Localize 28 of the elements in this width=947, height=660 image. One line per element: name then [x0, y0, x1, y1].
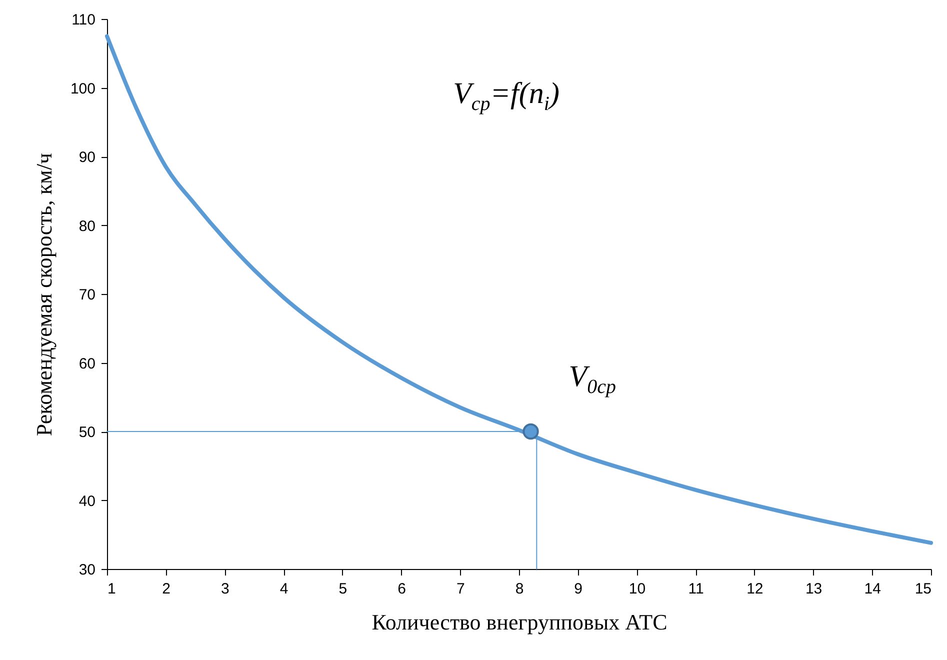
y-tick-label: 110	[72, 12, 96, 28]
y-axis-title: Рекомендуемая скорость, км/ч	[31, 152, 56, 436]
x-tick-label: 14	[864, 580, 881, 598]
y-tick-label: 50	[78, 424, 96, 441]
x-axis-title: Количество внегрупповых АТС	[372, 610, 668, 634]
y-tick-label: 70	[78, 286, 96, 304]
annotation: V$_{cp}$=f(n$_{i}$)	[453, 77, 560, 115]
x-tick-label: 2	[162, 580, 171, 598]
y-tick-label: 30	[78, 562, 96, 578]
x-tick-label: 12	[746, 580, 764, 598]
x-tick-label: 11	[688, 580, 704, 598]
x-tick-label: 8	[515, 580, 524, 598]
x-tick-label: 5	[338, 580, 348, 598]
annotation: V$_{0cp}$	[568, 360, 616, 398]
x-tick-label: 1	[108, 580, 116, 598]
y-tick-label: 90	[78, 149, 96, 166]
y-tick-label: 100	[70, 80, 96, 98]
y-tick-label: 80	[78, 218, 96, 235]
x-tick-label: 6	[398, 580, 406, 598]
x-tick-label: 13	[805, 580, 822, 598]
x-tick-label: 7	[456, 580, 465, 598]
y-tick-label: 40	[78, 492, 96, 510]
x-tick-label: 15	[914, 580, 932, 598]
y-tick-label: 60	[78, 355, 96, 372]
x-tick-label: 4	[280, 580, 288, 598]
x-tick-label: 3	[221, 580, 230, 598]
x-tick-label: 10	[628, 580, 646, 598]
x-tick-label: 9	[574, 580, 583, 598]
